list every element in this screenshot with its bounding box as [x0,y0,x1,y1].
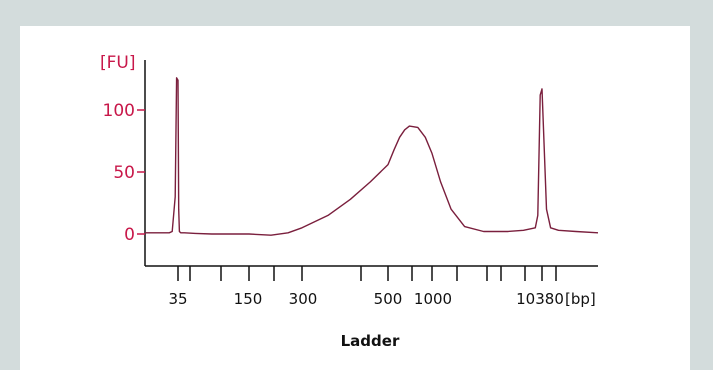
x-tick-label: 10380 [516,290,564,308]
x-tick-label: 300 [289,290,318,308]
y-tick-label: 100 [103,101,135,121]
x-tick-label: 1000 [414,290,452,308]
y-tick-label: 50 [113,163,135,183]
chart-panel: 0 50 100 [FU] 35 150 300 500 1000 10380 [bp] Ladder [20,26,690,370]
x-tick-label: 35 [168,290,187,308]
x-tick-label: 150 [234,290,263,308]
y-tick-label: 0 [124,225,135,245]
x-axis-unit: [bp] [565,290,596,308]
y-axis-unit: [FU] [100,53,136,73]
electropherogram-chart: 0 50 100 [FU] 35 150 300 500 1000 10380 [bp] Ladder [100,53,599,350]
x-axis-label: Ladder [341,332,400,350]
x-tick-label: 500 [374,290,403,308]
series-line [145,77,599,236]
